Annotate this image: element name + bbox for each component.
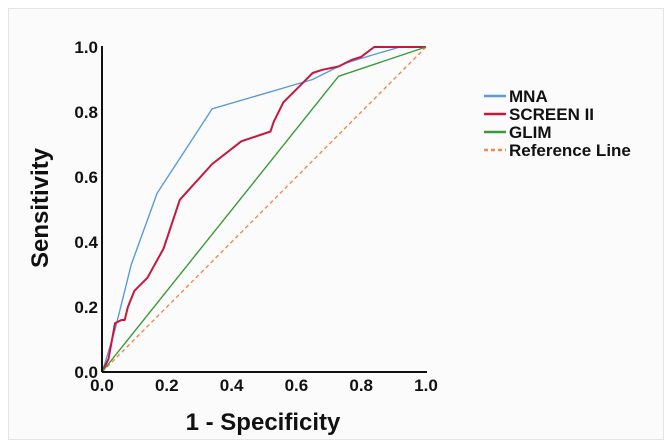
y-tick-label: 0.8 bbox=[74, 103, 98, 122]
y-axis-title: Sensitivity bbox=[27, 147, 54, 268]
plot-lines bbox=[101, 46, 427, 373]
legend-label-reference-line: Reference Line bbox=[509, 141, 631, 160]
y-tick-label: 0.0 bbox=[74, 363, 98, 382]
glim-series-line bbox=[101, 46, 427, 373]
x-tick-label: 1.0 bbox=[414, 376, 438, 395]
y-tick-label: 1.0 bbox=[74, 38, 98, 57]
x-tick-label: 0.6 bbox=[285, 376, 309, 395]
ticks: 0.0 0.2 0.4 0.6 0.8 1.0 0.0 0.2 0.4 0.6 0.8 1.0 bbox=[74, 38, 437, 395]
legend-label-screen-ii: SCREEN II bbox=[509, 105, 594, 124]
x-tick-label: 0.4 bbox=[220, 376, 244, 395]
legend-label-glim: GLIM bbox=[509, 123, 552, 142]
y-tick-label: 0.4 bbox=[74, 233, 98, 252]
x-tick-label: 0.2 bbox=[155, 376, 179, 395]
y-tick-label: 0.6 bbox=[74, 168, 98, 187]
screen-ii-series-line bbox=[101, 46, 426, 373]
x-tick-label: 0.8 bbox=[349, 376, 373, 395]
mna-series-line bbox=[101, 46, 426, 373]
x-axis-title: 1 - Specificity bbox=[186, 409, 341, 436]
legend-label-mna: MNA bbox=[509, 87, 548, 106]
y-tick-label: 0.2 bbox=[74, 298, 98, 317]
x-tick-label: 0.0 bbox=[90, 376, 114, 395]
